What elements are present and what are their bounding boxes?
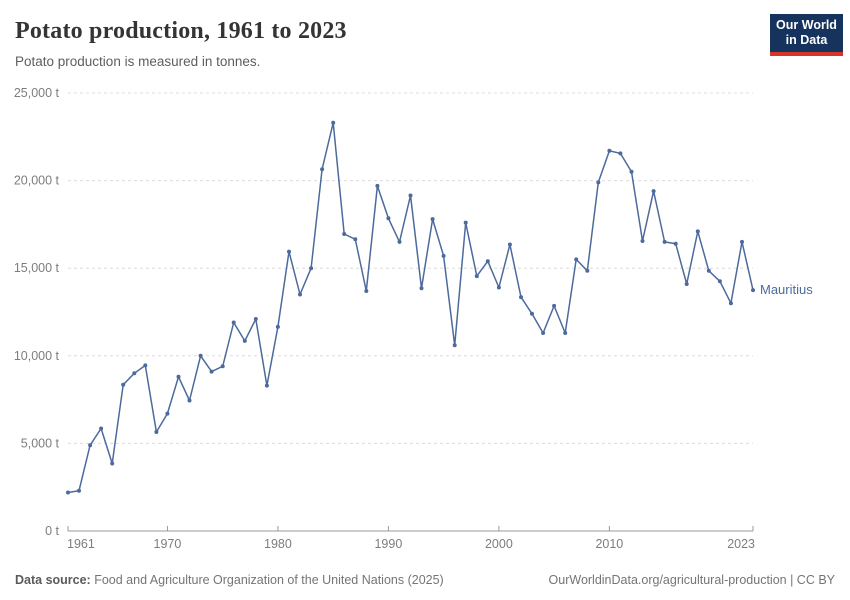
y-tick-label: 5,000 t — [21, 436, 60, 450]
chart-area: 0 t 5,000 t 10,000 t 15,000 t 20,000 t 25,000… — [0, 85, 850, 560]
data-point[interactable] — [287, 249, 291, 254]
page-title: Potato production, 1961 to 2023 — [15, 18, 347, 44]
data-point[interactable] — [585, 268, 590, 273]
data-point[interactable] — [695, 229, 700, 234]
y-tick-label: 10,000 t — [14, 349, 60, 363]
owid-logo-line2: in Data — [785, 33, 828, 47]
data-point[interactable] — [673, 241, 678, 246]
data-point[interactable] — [530, 311, 534, 316]
data-point[interactable] — [662, 239, 667, 244]
data-point[interactable] — [519, 295, 523, 300]
data-point[interactable] — [187, 398, 192, 403]
data-point[interactable] — [728, 301, 733, 306]
data-point[interactable] — [242, 338, 247, 343]
data-point[interactable] — [331, 120, 336, 125]
data-point[interactable] — [463, 220, 468, 225]
data-point[interactable] — [77, 488, 81, 493]
data-point[interactable] — [452, 343, 457, 348]
data-point[interactable] — [320, 167, 325, 172]
owid-link[interactable]: OurWorldinData.org/agricultural-producti… — [548, 573, 835, 587]
series-line[interactable] — [67, 122, 754, 494]
data-point[interactable] — [198, 353, 203, 358]
data-point[interactable] — [629, 169, 634, 174]
data-point[interactable] — [110, 461, 115, 466]
data-point[interactable] — [353, 237, 358, 242]
line-chart: 0 t 5,000 t 10,000 t 15,000 t 20,000 t 25,000… — [14, 86, 813, 551]
data-point[interactable] — [88, 443, 93, 448]
data-point[interactable] — [309, 266, 314, 271]
data-point[interactable] — [275, 324, 280, 329]
data-point[interactable] — [563, 331, 568, 335]
data-point[interactable] — [220, 364, 225, 369]
data-point[interactable] — [751, 288, 755, 293]
data-point[interactable] — [165, 411, 170, 416]
data-point[interactable] — [419, 286, 424, 291]
chart-subtitle: Potato production is measured in tonnes. — [15, 54, 261, 69]
data-point[interactable] — [651, 189, 656, 194]
series-entity-label[interactable]: Mauritius — [760, 282, 813, 297]
x-tick-label: 1961 — [67, 537, 95, 551]
data-point[interactable] — [121, 382, 126, 387]
x-tick-label: 1970 — [154, 537, 182, 551]
data-point[interactable] — [253, 317, 258, 321]
data-source: Data source: Food and Agriculture Organi… — [15, 573, 444, 587]
data-point[interactable] — [596, 180, 601, 185]
data-point[interactable] — [507, 242, 512, 247]
data-point[interactable] — [740, 239, 744, 244]
y-tick-label: 15,000 t — [14, 261, 60, 275]
data-point[interactable] — [496, 285, 501, 290]
x-tick-label: 2010 — [595, 537, 623, 551]
data-point[interactable] — [298, 292, 302, 297]
owid-logo-line1: Our World — [776, 18, 837, 32]
data-point[interactable] — [541, 331, 546, 335]
data-point[interactable] — [640, 239, 645, 243]
chart-footer: Data source: Food and Agriculture Organi… — [15, 573, 835, 587]
data-point[interactable] — [397, 239, 402, 244]
data-point[interactable] — [143, 363, 148, 368]
data-point[interactable] — [552, 303, 557, 308]
data-point[interactable] — [574, 257, 579, 262]
owid-logo: Our World in Data — [770, 14, 843, 56]
data-point[interactable] — [607, 148, 612, 153]
data-point[interactable] — [154, 430, 159, 434]
x-tick-label: 1980 — [264, 537, 292, 551]
data-point[interactable] — [231, 320, 236, 325]
data-point[interactable] — [717, 279, 722, 284]
data-point[interactable] — [264, 383, 269, 388]
data-point[interactable] — [386, 216, 391, 221]
data-point[interactable] — [474, 274, 479, 279]
data-point[interactable] — [99, 426, 104, 431]
y-tick-label: 25,000 t — [14, 86, 60, 100]
data-source-label: Data source: — [15, 573, 91, 587]
y-tick-label: 0 t — [45, 524, 59, 538]
data-point[interactable] — [485, 259, 490, 264]
data-point[interactable] — [408, 193, 413, 198]
data-point[interactable] — [706, 268, 711, 273]
data-point[interactable] — [364, 289, 369, 293]
data-point[interactable] — [342, 232, 347, 236]
data-point[interactable] — [66, 490, 70, 495]
data-point[interactable] — [441, 253, 446, 258]
x-tick-label: 2000 — [485, 537, 513, 551]
x-tick-label: 1990 — [374, 537, 402, 551]
x-tick-label: 2023 — [727, 537, 755, 551]
data-source-text: Food and Agriculture Organization of the… — [90, 573, 444, 587]
data-point[interactable] — [176, 374, 181, 379]
data-point[interactable] — [209, 369, 214, 374]
data-point[interactable] — [375, 183, 380, 188]
data-point[interactable] — [430, 217, 435, 222]
chart-header: Potato production, 1961 to 2023 Potato p… — [15, 18, 750, 69]
data-point[interactable] — [684, 282, 689, 286]
data-point[interactable] — [618, 151, 623, 156]
y-tick-label: 20,000 t — [14, 174, 60, 188]
data-point[interactable] — [132, 371, 137, 376]
